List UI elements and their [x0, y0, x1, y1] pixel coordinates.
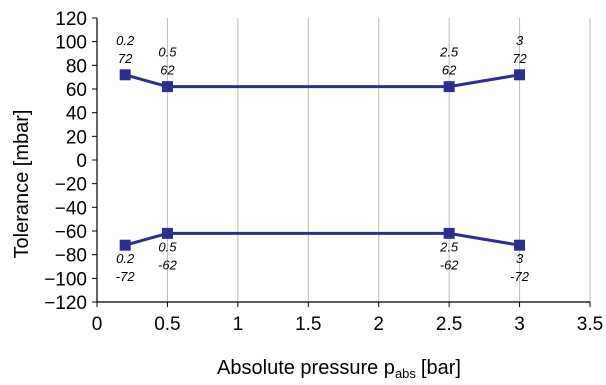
y-axis-title: Tolerance [mbar] — [11, 110, 33, 259]
x-tick-label: 1.5 — [295, 314, 321, 335]
data-label-y: 62 — [160, 63, 175, 78]
data-label-y: 72 — [512, 51, 527, 66]
x-tick-label: 0.5 — [154, 314, 180, 335]
series-marker — [514, 239, 526, 251]
series-marker — [119, 239, 131, 251]
data-label-y: -72 — [116, 269, 136, 284]
y-tick-label: 20 — [66, 127, 87, 148]
y-tick-label: −100 — [44, 269, 87, 290]
x-tick-labels: 0 0.5 1 1.5 2 2.5 3 3.5 — [92, 314, 604, 335]
y-tick-label: 100 — [55, 33, 87, 54]
y-tick-label: −40 — [55, 198, 87, 219]
data-label-y: -62 — [158, 257, 178, 272]
y-tick-label: 120 — [55, 9, 87, 30]
series-marker — [161, 227, 173, 239]
data-label-x: 0.5 — [158, 45, 177, 60]
series-marker — [161, 81, 173, 93]
data-label-x: 3 — [516, 251, 524, 266]
y-tick-label: −80 — [55, 246, 87, 267]
data-label-x: 0.5 — [158, 239, 177, 254]
data-label-x: 0.2 — [116, 251, 135, 266]
y-tick-label: −20 — [55, 175, 87, 196]
x-tick-label: 3 — [514, 314, 525, 335]
x-axis-title-main: Absolute pressure p — [217, 357, 395, 379]
y-tick-label: 0 — [76, 151, 87, 172]
series-line — [124, 73, 520, 89]
x-axis-title: Absolute pressure pabs [bar] — [217, 357, 461, 381]
x-tick-label: 2.5 — [436, 314, 462, 335]
x-axis-title-unit: [bar] — [421, 357, 461, 379]
series-marker — [443, 227, 455, 239]
x-tick-label: 2 — [373, 314, 384, 335]
axes — [92, 17, 591, 307]
series-marker — [514, 69, 526, 81]
y-tick-label: 80 — [66, 56, 87, 77]
x-tick-label: 0 — [92, 314, 103, 335]
data-label-y: 72 — [118, 51, 133, 66]
series-marker — [443, 81, 455, 93]
data-label-y: -72 — [510, 269, 530, 284]
x-tick-label: 3.5 — [577, 314, 603, 335]
x-tick-label: 1 — [233, 314, 244, 335]
y-tick-label: −120 — [44, 293, 87, 314]
series-marker — [119, 69, 131, 81]
data-label-x: 2.5 — [439, 239, 459, 254]
y-tick-label: −60 — [55, 222, 87, 243]
grid-lines — [166, 18, 591, 302]
x-axis-title-subscript: abs — [395, 366, 416, 381]
data-labels: 0.2 72 0.5 62 2.5 62 3 72 0.2 -72 0.5 -62 2.5 -62 3 -72 — [116, 33, 530, 284]
data-label-x: 3 — [516, 33, 524, 48]
series — [119, 69, 526, 251]
data-label-x: 2.5 — [439, 45, 459, 60]
data-label-y: -62 — [440, 257, 460, 272]
data-label-x: 0.2 — [116, 33, 135, 48]
data-label-y: 62 — [442, 63, 457, 78]
y-tick-label: 60 — [66, 80, 87, 101]
series-line — [124, 231, 520, 247]
y-tick-label: 40 — [66, 104, 87, 125]
